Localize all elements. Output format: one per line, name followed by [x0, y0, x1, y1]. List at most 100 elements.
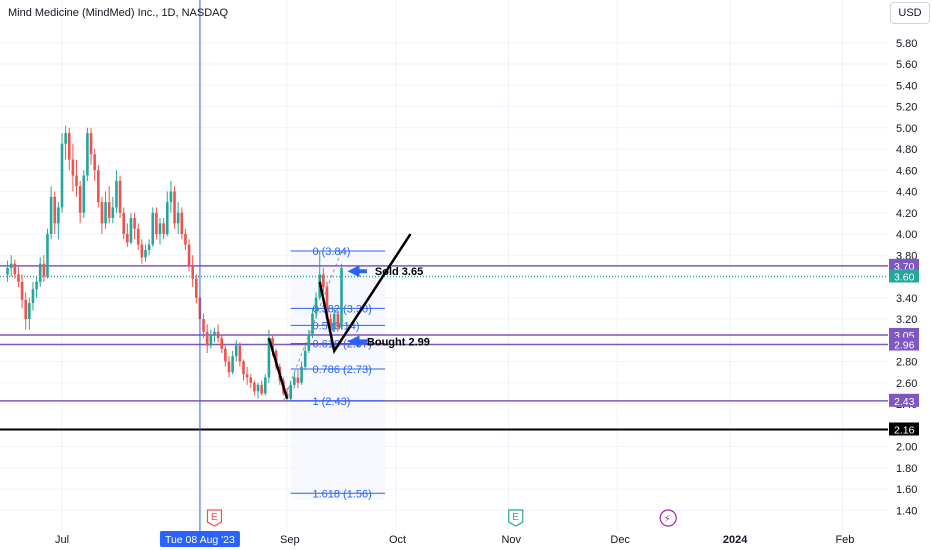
candle-body [151, 212, 155, 245]
y-tick-label: 2.00 [896, 442, 917, 454]
candle-body [49, 196, 53, 234]
price-badge-label: 2.16 [894, 425, 915, 437]
earnings-icon [206, 509, 223, 527]
candle-body [118, 180, 122, 213]
y-tick-label: 5.40 [896, 80, 917, 92]
y-tick-label: 1.80 [896, 463, 917, 475]
x-tick-label: Jul [55, 534, 69, 546]
candle-body [158, 223, 162, 234]
candle-body [57, 207, 60, 224]
candle-body [195, 278, 198, 298]
x-tick-label: Sep [280, 534, 300, 546]
candle-body [271, 338, 274, 351]
candle-body [325, 287, 329, 319]
candle-body [231, 356, 234, 373]
x-tick-label: 2024 [723, 534, 748, 546]
candle-body [126, 234, 129, 243]
y-tick-label: 5.80 [896, 38, 917, 50]
candle-body [28, 303, 31, 319]
arrow-icon [347, 265, 367, 278]
candle-body [107, 202, 111, 219]
candle-body [89, 133, 93, 155]
annotation-label: Bought 2.99 [367, 336, 430, 348]
candle-body [136, 228, 140, 245]
candle-body [263, 377, 267, 394]
candle-body [60, 143, 64, 208]
arrow-icon [347, 335, 367, 348]
event-markers[interactable]: E E ⚡ [206, 509, 677, 527]
y-tick-label: 4.20 [896, 208, 917, 220]
candle-body [216, 331, 220, 339]
candle-body [224, 348, 227, 362]
candle-body [75, 175, 78, 187]
candle-body [293, 377, 296, 385]
earnings-icon [508, 509, 524, 527]
candle-body [133, 218, 136, 229]
price-badge-label: 2.96 [894, 340, 915, 352]
candle-body [213, 331, 216, 335]
price-badge [889, 393, 919, 407]
x-tick-label: Oct [389, 534, 406, 546]
candle-body [322, 274, 325, 288]
candle-body [13, 263, 17, 275]
fib-zone [290, 251, 386, 500]
price-badge-label: 2.43 [894, 396, 915, 408]
y-tick-label: 4.80 [896, 144, 917, 156]
y-tick-label: 3.20 [896, 314, 917, 326]
candle-body [187, 244, 191, 266]
candle-body [289, 384, 292, 399]
candle-body [67, 133, 71, 160]
candle-body [129, 218, 133, 243]
candle-body [340, 268, 343, 328]
candle-body [245, 374, 249, 378]
candle-body [82, 175, 86, 213]
candle-body [260, 384, 263, 394]
candle-body [144, 249, 147, 258]
y-tick-label: 5.60 [896, 59, 917, 71]
crosshair-date-label: Tue 08 Aug '23 [165, 534, 235, 546]
y-tick-label: 3.40 [896, 293, 917, 305]
dividend-icon [659, 509, 677, 527]
price-badge [889, 422, 919, 436]
price-badge [889, 337, 919, 351]
y-tick-label: 1.40 [896, 505, 917, 517]
y-tick-label: 1.60 [896, 484, 917, 496]
candle-body [234, 345, 238, 357]
y-tick-label: 4.40 [896, 187, 917, 199]
candle-body [303, 350, 307, 367]
dividend-icon-label: ⚡ [664, 514, 671, 525]
fib-label: 0 (3.84) [312, 246, 350, 258]
candle-body [176, 212, 180, 224]
candle-body [296, 377, 300, 383]
horizontal-levels [0, 265, 888, 431]
candle-body [238, 345, 242, 362]
candle-body [35, 281, 38, 290]
x-tick-label: Feb [835, 534, 854, 546]
candle-body [71, 159, 75, 176]
chart-title: Mind Medicine (MindMed) Inc., 1D, NASDAQ [8, 7, 229, 19]
crosshair-date-badge [159, 531, 240, 547]
price-badge [889, 258, 919, 272]
candle-body [314, 297, 318, 314]
fib-label: 1 (2.43) [312, 396, 350, 408]
candle-body [115, 180, 118, 208]
candle-body [300, 366, 303, 383]
price-badge [889, 269, 919, 283]
downtrend-line [267, 337, 289, 400]
currency-button[interactable]: USD [890, 2, 930, 24]
y-tick-label: 5.20 [896, 102, 917, 114]
candle-body [46, 234, 49, 277]
candle-body [97, 170, 100, 203]
candle-body [267, 338, 271, 378]
candle-body [64, 133, 67, 144]
candle-body [311, 313, 314, 335]
candle-body [140, 244, 144, 258]
candle-body [42, 263, 46, 277]
candle-body [184, 234, 187, 245]
candle-body [307, 334, 311, 351]
candle-body [202, 319, 205, 332]
x-tick-label: Nov [501, 534, 521, 546]
candle-body [24, 299, 27, 319]
candle-body [53, 196, 57, 224]
